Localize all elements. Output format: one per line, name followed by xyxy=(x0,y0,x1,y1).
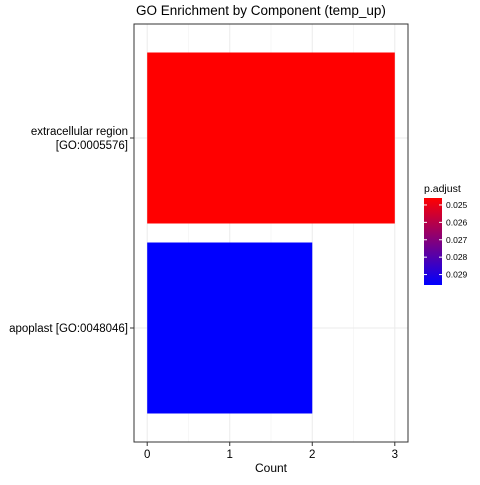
legend-tick-label: 0.025 xyxy=(446,200,468,210)
y-axis: extracellular region [GO:0005576] apoplast… xyxy=(9,126,134,335)
bar xyxy=(147,242,313,414)
x-axis: 0 1 2 3 xyxy=(144,442,398,461)
bars xyxy=(147,52,395,414)
legend-tick-label: 0.026 xyxy=(446,217,468,227)
legend-ticks: 0.025 0.026 0.027 0.028 0.029 xyxy=(424,200,468,280)
legend-title: p.adjust xyxy=(424,183,461,195)
y-tick-label: [GO:0005576] xyxy=(56,140,128,152)
legend-colorbar xyxy=(424,198,442,285)
x-tick-label: 3 xyxy=(392,449,398,461)
chart-title: GO Enrichment by Component (temp_up) xyxy=(136,3,386,18)
legend-tick-label: 0.029 xyxy=(446,270,468,280)
legend-tick-label: 0.027 xyxy=(446,235,468,245)
y-tick-label: apoplast [GO:0048046] xyxy=(9,323,128,335)
plot-panel xyxy=(133,23,409,443)
panel-border xyxy=(133,23,409,443)
legend-tick-label: 0.028 xyxy=(446,252,468,262)
y-tick-label: extracellular region xyxy=(31,126,128,138)
x-tick-label: 0 xyxy=(144,449,150,461)
x-axis-title: Count xyxy=(255,461,288,475)
x-tick-label: 2 xyxy=(309,449,315,461)
x-tick-label: 1 xyxy=(227,449,233,461)
bar xyxy=(147,52,395,224)
color-legend: p.adjust 0.025 0.026 0.027 0.028 0.029 xyxy=(424,183,468,285)
